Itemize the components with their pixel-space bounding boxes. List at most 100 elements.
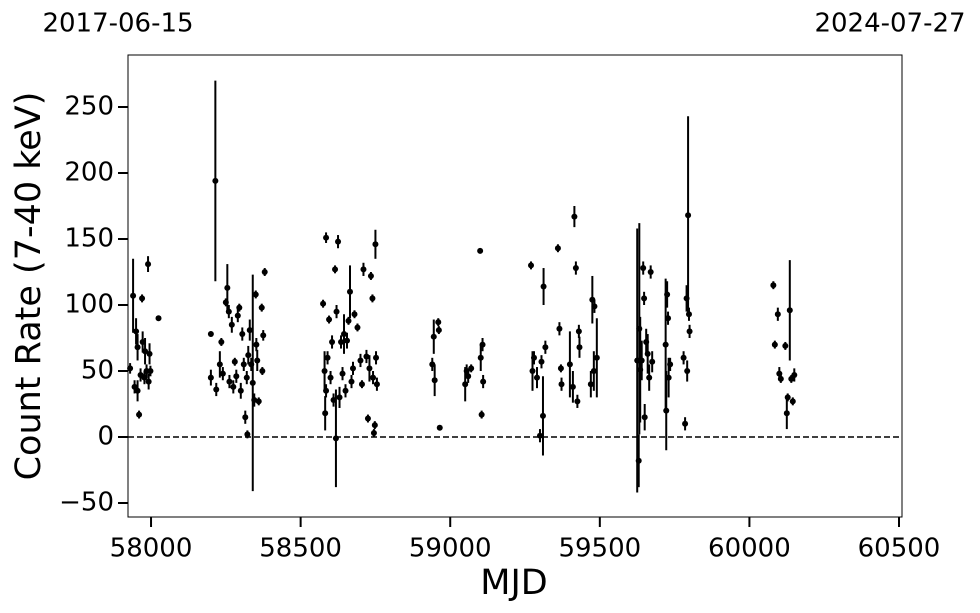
y-tick-label: 50 xyxy=(81,356,114,386)
data-point xyxy=(530,354,537,361)
data-point xyxy=(360,266,367,273)
data-point xyxy=(358,381,365,388)
data-point xyxy=(680,354,687,361)
data-point xyxy=(127,365,134,372)
end-date: 2024-07-27 xyxy=(814,9,965,39)
x-tick-label: 58000 xyxy=(110,534,193,564)
data-point xyxy=(255,398,262,405)
data-point xyxy=(557,365,564,372)
start-date: 2017-06-15 xyxy=(42,9,193,39)
data-point xyxy=(136,411,143,418)
data-point xyxy=(240,361,247,368)
data-point xyxy=(260,332,267,339)
data-point xyxy=(226,378,233,385)
data-point xyxy=(345,317,352,324)
data-point xyxy=(323,234,330,241)
data-point xyxy=(533,374,540,381)
data-point xyxy=(539,412,546,419)
data-point xyxy=(462,381,469,388)
data-point xyxy=(641,295,648,302)
data-point xyxy=(590,368,597,375)
data-point xyxy=(684,368,691,375)
data-point xyxy=(231,358,238,365)
y-tick-label: 150 xyxy=(64,224,114,254)
data-point xyxy=(784,394,791,401)
data-point xyxy=(230,383,237,390)
data-point xyxy=(782,342,789,349)
data-point xyxy=(477,247,484,254)
y-tick-label: 0 xyxy=(97,422,114,452)
data-point xyxy=(370,374,377,381)
data-point xyxy=(237,387,244,394)
data-point xyxy=(370,430,377,437)
data-point xyxy=(528,262,535,269)
data-point xyxy=(324,354,331,361)
data-point xyxy=(336,394,343,401)
data-point xyxy=(259,368,266,375)
data-point xyxy=(685,311,692,318)
data-point xyxy=(338,338,345,345)
data-point xyxy=(572,265,579,272)
data-point xyxy=(218,338,225,345)
data-point xyxy=(593,354,600,361)
data-point xyxy=(348,378,355,385)
data-point xyxy=(686,328,693,335)
data-point xyxy=(134,344,141,351)
data-point xyxy=(261,269,268,276)
data-point xyxy=(252,291,259,298)
data-point xyxy=(147,368,154,375)
data-point xyxy=(789,398,796,405)
data-point xyxy=(638,357,645,364)
data-point xyxy=(246,327,253,334)
data-point xyxy=(207,374,214,381)
data-point xyxy=(146,350,153,357)
data-point xyxy=(436,424,443,431)
data-point xyxy=(332,266,339,273)
data-point xyxy=(646,374,653,381)
data-point xyxy=(363,353,370,360)
data-point xyxy=(320,300,327,307)
data-point xyxy=(245,352,252,359)
x-tick-label: 59500 xyxy=(558,534,641,564)
data-point xyxy=(430,333,437,340)
data-point xyxy=(431,377,438,384)
data-point xyxy=(364,415,371,422)
data-point xyxy=(774,311,781,318)
data-point xyxy=(349,365,356,372)
data-point xyxy=(770,282,777,289)
data-point xyxy=(225,308,232,315)
x-tick-label: 59000 xyxy=(409,534,492,564)
data-point xyxy=(213,386,220,393)
data-point xyxy=(478,411,485,418)
data-point xyxy=(366,365,373,372)
data-point xyxy=(574,398,581,405)
data-point xyxy=(242,414,249,421)
data-point xyxy=(369,295,376,302)
data-point xyxy=(224,284,231,291)
x-tick-label: 58500 xyxy=(259,534,342,564)
data-point xyxy=(216,361,223,368)
data-point xyxy=(145,261,152,268)
data-point xyxy=(771,341,778,348)
y-axis-label: Count Rate (7-40 keV) xyxy=(9,92,49,481)
y-tick-label: −50 xyxy=(59,488,114,518)
data-point xyxy=(244,431,251,438)
data-point xyxy=(480,378,487,385)
data-point xyxy=(665,374,672,381)
data-point xyxy=(647,269,654,276)
data-point xyxy=(351,311,358,318)
data-point xyxy=(663,407,670,414)
data-point xyxy=(465,373,472,380)
data-point xyxy=(322,410,329,417)
data-point xyxy=(575,328,582,335)
data-point xyxy=(249,379,256,386)
data-point xyxy=(685,212,692,219)
x-tick-label: 60000 xyxy=(708,534,791,564)
data-point xyxy=(142,348,149,355)
data-point xyxy=(665,315,672,322)
x-tick-label: 60500 xyxy=(858,534,941,564)
data-point xyxy=(233,373,240,380)
data-point xyxy=(254,357,261,364)
data-point xyxy=(529,368,536,375)
